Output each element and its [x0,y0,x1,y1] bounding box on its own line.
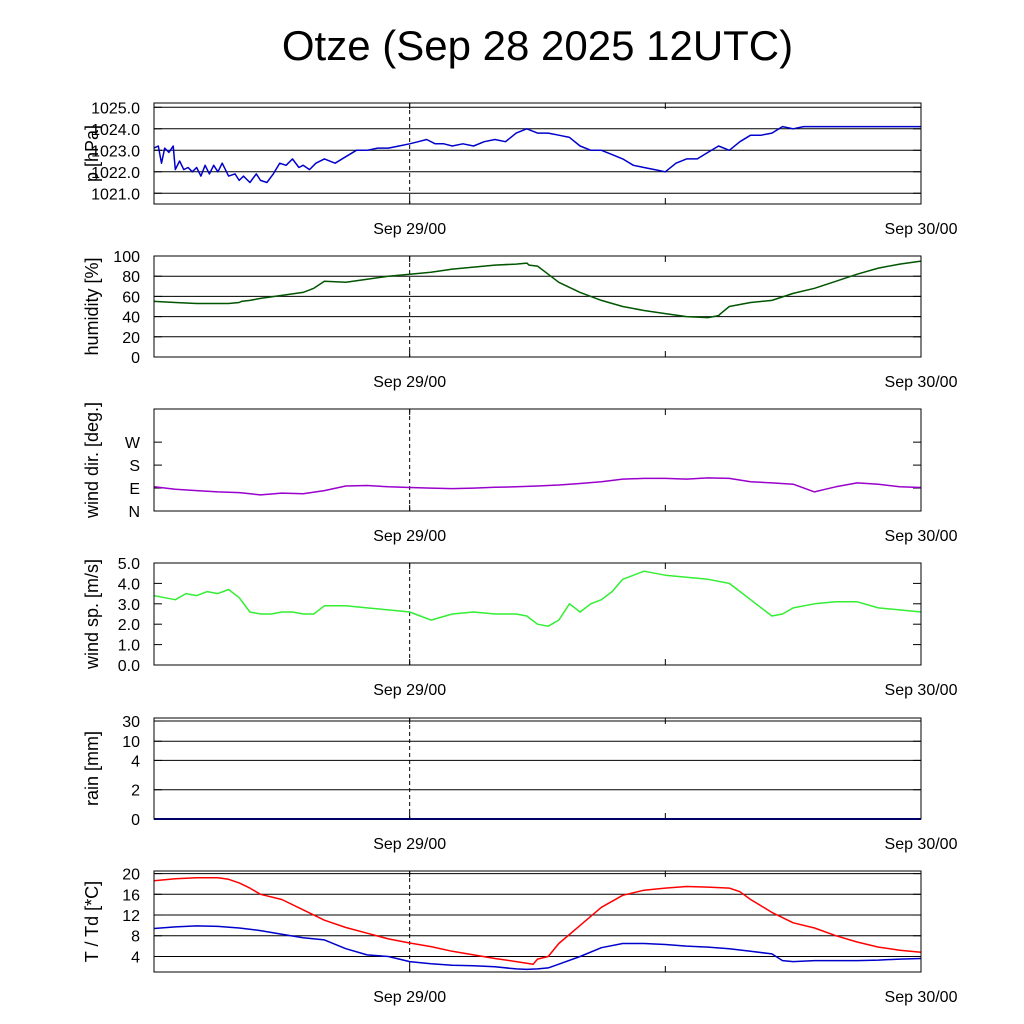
wind_direction-ytick-label: S [129,458,140,475]
wind_speed-ytick-label: 3.0 [118,597,140,614]
rain-frame [153,717,922,820]
wind_direction-series-line [153,477,922,496]
wind_direction-ytick-label: N [128,504,140,521]
wind_speed-ytick-label: 0.0 [118,658,140,675]
temperature-ytick-label: 8 [131,929,140,946]
wind_speed-series-line [153,570,922,627]
wind_direction-axis-label: wind dir. [deg.] [82,402,102,519]
humidity-series-line [153,260,922,319]
temperature-ytick-label: 16 [122,887,140,904]
chart-title: Otze (Sep 28 2025 12UTC) [281,22,794,69]
wind_speed-axis-label: wind sp. [m/s] [82,559,102,670]
wind_speed-frame [153,562,922,666]
wind_speed-ytick-label: 2.0 [118,617,140,634]
humidity-frame [153,255,922,358]
humidity-ytick-label: 100 [113,249,140,266]
pressure-ytick-label: 1025.0 [91,100,140,117]
temperature-ytick-label: 20 [122,867,140,884]
wind_direction-xlabel: Sep 30/00 [885,528,958,545]
pressure-ytick-label: 1022.0 [91,165,140,182]
wind_direction-frame [153,408,922,512]
temperature-series-line [153,876,922,965]
wind_speed-xlabel: Sep 29/00 [373,682,446,699]
rain-ytick-label: 0 [131,812,140,829]
temperature-frame [153,870,922,973]
wind_speed-xlabel: Sep 30/00 [885,682,958,699]
rain-xlabel: Sep 29/00 [373,836,446,853]
humidity-ytick-label: 0 [131,350,140,367]
wind_direction-xlabel: Sep 29/00 [373,528,446,545]
rain-ytick-label: 2 [131,783,140,800]
humidity-ytick-label: 80 [122,269,140,286]
humidity-ytick-label: 60 [122,289,140,306]
wind_speed-ytick-label: 4.0 [118,576,140,593]
pressure-xlabel: Sep 30/00 [885,221,958,238]
humidity-axis-label: humidity [%] [82,257,102,355]
rain-ytick-label: 30 [122,714,140,731]
temperature-axis-label: T / Td [*C] [82,881,102,962]
wind_speed-ytick-label: 1.0 [118,638,140,655]
rain-ytick-label: 4 [131,753,140,770]
pressure-series-line [153,125,921,184]
temperature-ytick-label: 12 [122,908,140,925]
temperature-series-line [153,925,922,971]
temperature-ytick-label: 4 [131,949,140,966]
rain-xlabel: Sep 30/00 [885,836,958,853]
wind_speed-ytick-label: 5.0 [118,556,140,573]
pressure-ytick-label: 1023.0 [91,143,140,160]
temperature-xlabel: Sep 29/00 [373,989,446,1006]
humidity-xlabel: Sep 30/00 [885,374,958,391]
pressure-xlabel: Sep 29/00 [373,221,446,238]
humidity-ytick-label: 20 [122,330,140,347]
pressure-ytick-label: 1021.0 [91,186,140,203]
pressure-frame [153,102,922,205]
pressure-ytick-label: 1024.0 [91,122,140,139]
humidity-ytick-label: 40 [122,310,140,327]
rain-ytick-label: 10 [122,734,140,751]
temperature-xlabel: Sep 30/00 [885,989,958,1006]
humidity-xlabel: Sep 29/00 [373,374,446,391]
wind_direction-ytick-label: W [125,435,141,452]
rain-axis-label: rain [mm] [82,731,102,806]
wind_direction-ytick-label: E [129,481,140,498]
pressure-axis-label: p [hPa] [82,125,102,182]
